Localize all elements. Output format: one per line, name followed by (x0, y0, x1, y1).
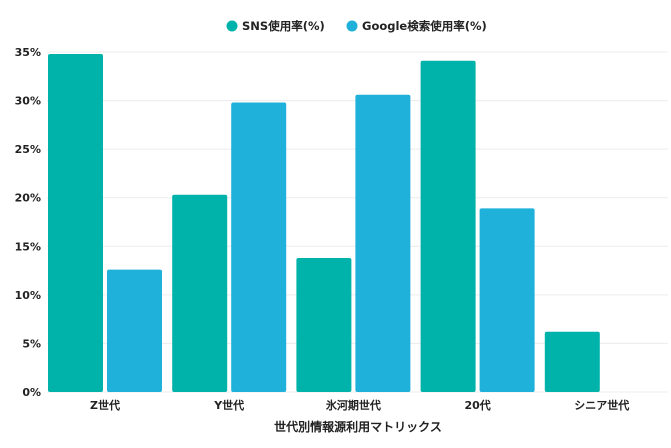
y-tick-label: 5% (22, 337, 41, 350)
legend: SNS使用率(%) Google検索使用率(%) (226, 19, 487, 33)
x-axis-label: 世代別情報源利用マトリックス (274, 419, 442, 434)
x-tick-label: 20代 (464, 398, 490, 412)
bar (355, 94, 411, 392)
y-axis: 0% 5% 10% 15% 20% 25% 30% 35% (15, 46, 41, 399)
bar (479, 208, 535, 392)
bar (107, 269, 162, 392)
x-tick-label: Y世代 (213, 398, 244, 412)
y-tick-label: 0% (22, 386, 41, 399)
bar (48, 53, 103, 392)
x-axis: Z世代 Y世代 氷河期世代 20代 シニア世代 (90, 398, 629, 412)
bars (48, 53, 600, 392)
bar (296, 257, 352, 392)
y-tick-label: 35% (15, 46, 41, 59)
legend-marker (346, 20, 358, 32)
y-tick-label: 15% (15, 240, 41, 253)
y-tick-label: 25% (15, 143, 41, 156)
x-tick-label: Z世代 (90, 398, 120, 412)
bar (231, 102, 287, 392)
bar (544, 331, 600, 392)
y-tick-label: 20% (15, 192, 41, 205)
x-tick-label: 氷河期世代 (326, 398, 381, 412)
y-tick-label: 30% (15, 95, 41, 108)
legend-label: SNS使用率(%) (242, 19, 325, 33)
legend-label: Google検索使用率(%) (362, 19, 487, 33)
x-tick-label: シニア世代 (574, 398, 629, 412)
bar (420, 60, 476, 392)
y-tick-label: 10% (15, 289, 41, 302)
legend-marker (226, 20, 238, 32)
bar (172, 194, 228, 392)
